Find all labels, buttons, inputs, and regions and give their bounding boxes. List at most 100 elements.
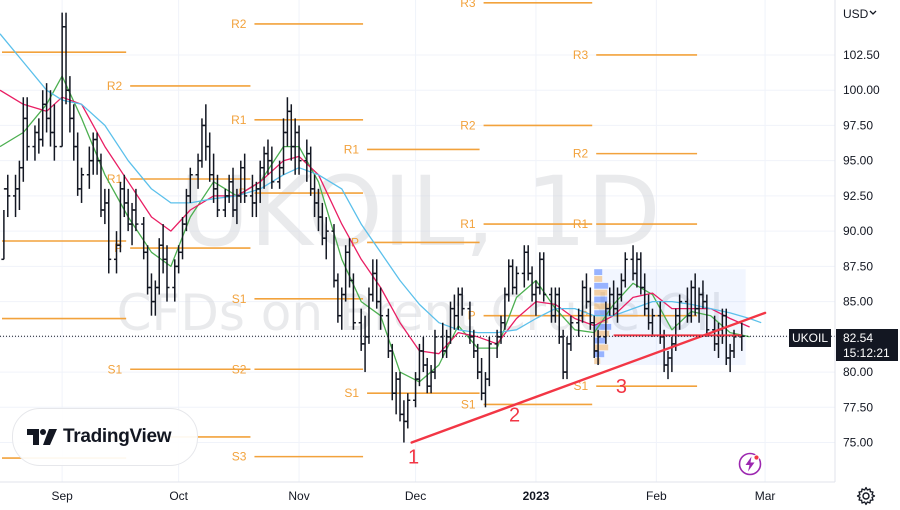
last-price-value: 82.54 [843, 331, 873, 345]
symbol-tag-label: UKOIL [792, 331, 828, 345]
pivot-label: R1 [573, 217, 589, 231]
ohlc-bar [24, 97, 30, 161]
ohlc-bar [541, 252, 547, 302]
pivot-label: R1 [231, 113, 247, 127]
volume-profile-row [594, 296, 608, 303]
price-tick-label: 95.00 [843, 154, 873, 168]
volume-profile-row [594, 351, 605, 358]
currency-label[interactable]: USD [843, 7, 869, 21]
wave-label: 2 [509, 404, 520, 426]
ohlc-bar [5, 174, 11, 218]
time-tick-label: Dec [405, 489, 426, 503]
volume-profile-row [594, 317, 609, 323]
grid-lines [0, 0, 835, 482]
ohlc-bar [214, 174, 220, 218]
price-tick-label: 92.50 [843, 189, 873, 203]
price-tick-label: 77.50 [843, 400, 873, 414]
time-tick-label: 2023 [523, 489, 550, 503]
lightning-icon[interactable] [738, 452, 762, 476]
time-tick-label: Sep [51, 489, 73, 503]
moving-average-line [0, 33, 762, 334]
watermark: UKOIL, 1D CFDs on Brent Crude Oil [117, 156, 724, 342]
pivot-label: S1 [344, 386, 359, 400]
pivot-label: R2 [460, 118, 476, 132]
ohlc-bar [514, 266, 520, 295]
volume-profile-row [594, 269, 603, 276]
price-bars [1, 12, 745, 443]
price-tag: UKOIL 82.54 15:12:21 [789, 329, 898, 361]
pivot-label: P [580, 309, 588, 323]
volume-profile-row [594, 303, 612, 310]
volume-profile-row [594, 344, 609, 351]
ohlc-bar [51, 104, 57, 161]
ohlc-bar [269, 146, 275, 189]
price-tick-label: 100.00 [843, 83, 880, 97]
ohlc-bar [486, 336, 492, 387]
ohlc-bar [79, 167, 85, 203]
ohlc-bar [405, 393, 411, 429]
pivot-label: R3 [460, 0, 476, 10]
pivot-label: R2 [231, 17, 247, 31]
gear-icon[interactable] [856, 486, 876, 506]
pivot-label: R1 [344, 142, 360, 156]
price-tick-label: 75.00 [843, 436, 873, 450]
plot-background [0, 0, 835, 482]
pivot-label: R3 [573, 48, 589, 62]
ohlc-bar [677, 294, 683, 330]
ohlc-bar [133, 188, 139, 232]
watermark-symbol: UKOIL, 1D [179, 156, 660, 268]
pivot-label: S1 [107, 362, 122, 376]
ohlc-bar [432, 329, 438, 380]
pivot-label: S1 [232, 292, 247, 306]
wave-label: 1 [408, 447, 419, 469]
ohlc-bar [649, 308, 655, 337]
ohlc-bar [378, 287, 384, 330]
time-tick-label: Mar [755, 489, 776, 503]
wave-label: 3 [616, 376, 627, 398]
chevron-down-icon[interactable] [869, 10, 877, 15]
moving-average-line [0, 89, 750, 355]
price-tick-label: 90.00 [843, 224, 873, 238]
pivot-label: R2 [573, 147, 589, 161]
volume-profile-row [594, 358, 601, 365]
ohlc-bar [242, 153, 248, 203]
ohlc-bar [568, 315, 574, 351]
pivot-label: P [114, 241, 122, 255]
price-tick-label: 87.50 [843, 259, 873, 273]
volume-profile-row [594, 310, 611, 317]
ohlc-bar [739, 322, 745, 351]
time-tick-label: Oct [169, 489, 188, 503]
time-tick-label: Feb [646, 489, 667, 503]
time-axis-bg[interactable] [0, 482, 900, 510]
ohlc-bar [106, 188, 112, 274]
tradingview-logo[interactable]: TradingView [12, 408, 198, 466]
pivot-label: R1 [107, 172, 123, 186]
pivot-label: P [468, 309, 476, 323]
drawings: 1 2 3 [408, 311, 767, 469]
ohlc-bar [595, 329, 601, 366]
bar-countdown: 15:12:21 [843, 346, 890, 360]
volume-profile-row [594, 276, 603, 282]
ohlc-bar [350, 273, 356, 330]
ohlc-bar [164, 245, 170, 302]
ohlc-bar [622, 252, 628, 288]
ohlc-bar [296, 125, 302, 175]
volume-profile-row [594, 289, 608, 296]
pivot-label: S2 [232, 362, 247, 376]
price-tick-label: 97.50 [843, 118, 873, 132]
ohlc-bar [187, 167, 193, 203]
ohlc-bar [323, 217, 329, 260]
volume-profile-row [594, 330, 610, 337]
price-axis-bg[interactable] [835, 0, 900, 482]
price-tick-label: 102.50 [843, 48, 880, 62]
pivot-label: S3 [232, 450, 247, 464]
volume-profile-row [594, 323, 612, 330]
volume-profile-row [594, 337, 606, 344]
pivot-label: P [351, 235, 359, 249]
price-tick-label: 80.00 [843, 365, 873, 379]
time-axis: Sep Oct Nov Dec 2023 Feb Mar [51, 489, 775, 503]
tradingview-logo-icon [27, 429, 57, 445]
pivot-label: R1 [460, 217, 476, 231]
